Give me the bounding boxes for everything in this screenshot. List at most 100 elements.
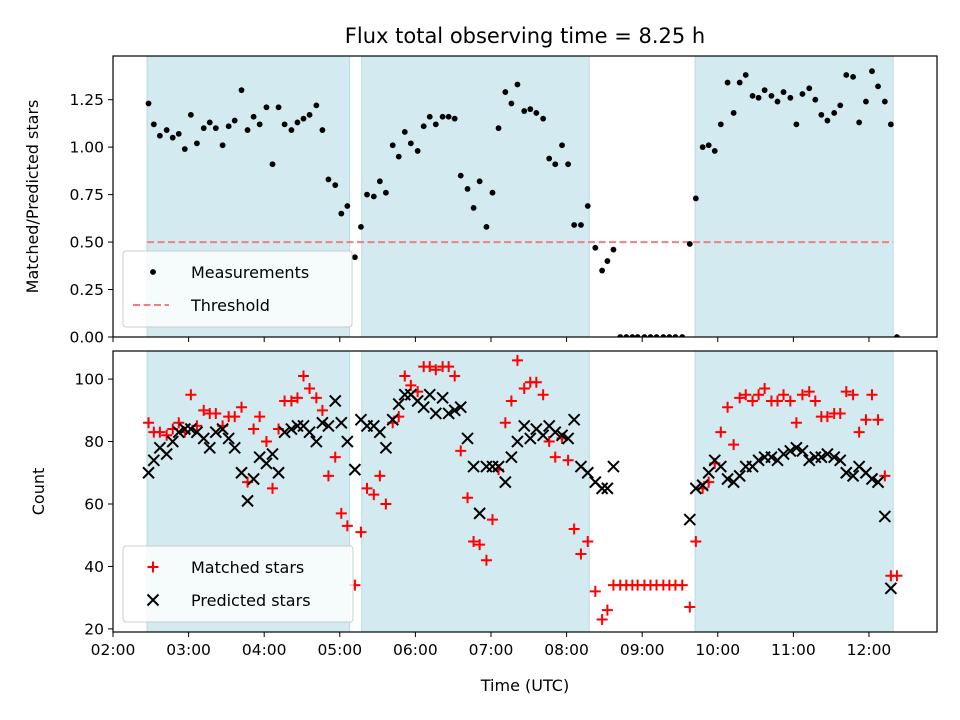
data-point	[863, 98, 869, 105]
data-point	[316, 404, 328, 416]
data-point	[231, 117, 238, 124]
data-point	[405, 379, 417, 391]
data-point	[568, 523, 580, 535]
data-point	[865, 472, 879, 486]
data-point	[154, 426, 166, 438]
data-point	[536, 429, 550, 442]
data-point	[455, 445, 467, 457]
data-point	[840, 466, 853, 479]
data-point	[872, 414, 884, 426]
data-point	[846, 469, 860, 483]
data-point	[812, 96, 819, 103]
data-point	[728, 439, 740, 451]
data-point	[780, 89, 787, 95]
data-point	[887, 121, 894, 128]
data-point	[502, 89, 509, 95]
data-point	[417, 400, 430, 414]
data-point	[599, 267, 606, 274]
data-point	[715, 426, 727, 438]
data-point	[236, 401, 248, 413]
data-point	[676, 579, 688, 591]
data-point	[358, 223, 364, 230]
data-point	[549, 451, 561, 463]
data-point	[248, 423, 260, 435]
data-point	[683, 513, 697, 526]
data-point	[567, 413, 581, 426]
data-point	[335, 507, 347, 519]
data-point	[524, 432, 537, 445]
data-point	[692, 195, 699, 202]
data-point	[508, 100, 515, 107]
data-point	[298, 370, 310, 382]
data-point	[235, 466, 248, 479]
data-point	[197, 432, 210, 445]
shaded-interval	[694, 351, 894, 632]
data-point	[285, 395, 297, 407]
data-point	[142, 466, 155, 479]
data-point	[467, 460, 480, 473]
data-point	[470, 204, 477, 211]
data-point	[260, 436, 272, 448]
data-point	[853, 426, 865, 438]
x-tick-label: 10:00	[695, 641, 740, 659]
data-point	[582, 535, 594, 547]
data-point	[254, 411, 266, 423]
data-point	[578, 222, 584, 228]
data-point	[721, 472, 734, 486]
x-tick-label: 12:00	[847, 641, 892, 659]
legend-label: Predicted stars	[191, 591, 311, 610]
data-point	[291, 392, 303, 404]
data-point	[623, 334, 630, 337]
data-point	[790, 441, 803, 454]
data-point	[374, 470, 386, 482]
data-point	[850, 73, 856, 80]
data-point	[565, 161, 571, 168]
legend: Matched stars Predicted stars	[122, 545, 354, 623]
data-point	[787, 94, 794, 101]
data-point	[348, 463, 362, 476]
data-point	[784, 395, 796, 407]
data-point	[505, 450, 518, 464]
data-point	[486, 514, 498, 526]
data-point	[278, 425, 291, 439]
data-point	[601, 604, 613, 616]
data-point	[601, 482, 614, 495]
data-point	[373, 425, 387, 439]
data-point	[584, 203, 591, 209]
data-point	[316, 416, 329, 430]
data-point	[589, 585, 601, 597]
data-point	[821, 411, 833, 423]
data-point	[543, 436, 555, 448]
data-point	[451, 115, 458, 122]
data-point	[604, 258, 611, 264]
data-point	[499, 417, 511, 429]
legend-label: Measurements	[191, 263, 309, 282]
data-point	[495, 125, 502, 132]
data-point	[856, 119, 863, 126]
data-point	[702, 466, 715, 479]
data-point	[734, 392, 746, 404]
data-point	[439, 113, 446, 120]
data-point	[203, 441, 216, 454]
data-point	[468, 535, 480, 547]
data-point	[379, 441, 393, 454]
x-tick-label: 04:00	[242, 641, 287, 659]
data-point	[145, 100, 152, 107]
data-point	[821, 447, 834, 461]
shaded-interval	[361, 56, 590, 337]
data-point	[143, 417, 155, 429]
data-point	[483, 223, 490, 230]
y-tick-label: 0.00	[69, 329, 104, 347]
data-point	[809, 395, 821, 407]
y-tick-label: 0.75	[69, 186, 104, 204]
data-point	[383, 189, 389, 196]
y-tick-label: 100	[74, 371, 104, 389]
data-point	[705, 142, 712, 149]
data-point	[370, 193, 377, 200]
data-point	[634, 334, 641, 337]
data-point	[198, 404, 210, 416]
data-point	[884, 582, 898, 595]
data-point	[464, 186, 471, 192]
data-point	[530, 376, 542, 388]
